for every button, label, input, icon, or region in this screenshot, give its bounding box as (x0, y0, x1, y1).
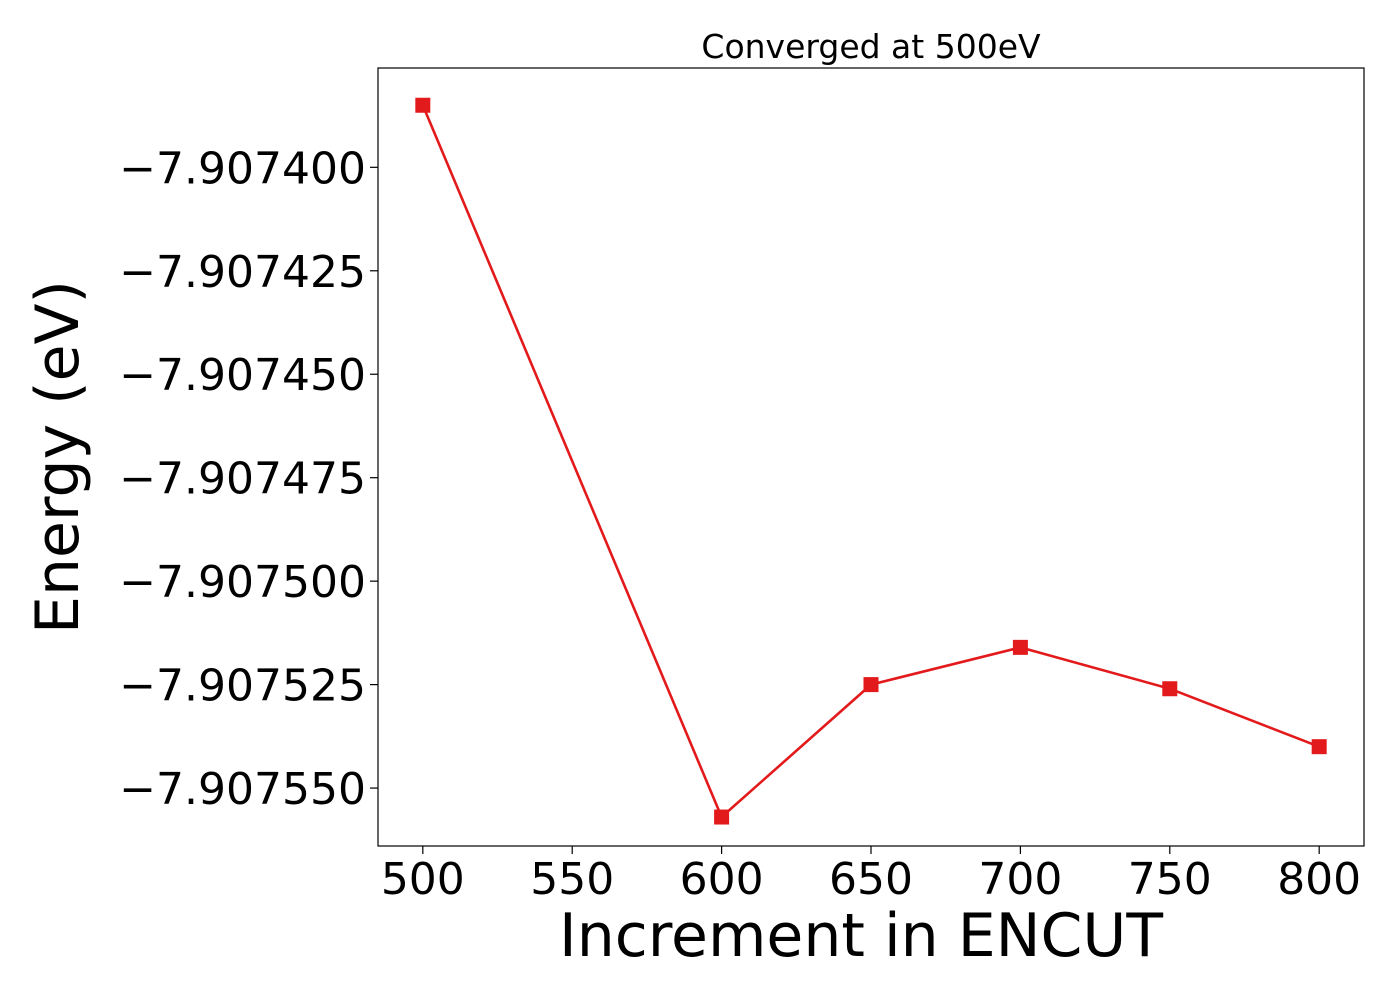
axes-frame (377, 67, 1365, 847)
plot-area: 500 550 600 650 700 750 800 −7.907400 −7.907425 −… (119, 67, 1365, 905)
data-point-marker (1162, 681, 1178, 697)
data-point-marker (1012, 639, 1028, 655)
data-point-marker (863, 677, 879, 693)
x-tick-label: 600 (680, 854, 764, 905)
y-tick-label: −7.907550 (119, 764, 366, 815)
data-point-marker (1311, 739, 1327, 755)
x-tick-label: 700 (978, 854, 1062, 905)
y-tick-label: −7.907450 (119, 350, 366, 401)
x-tick-label: 500 (381, 854, 465, 905)
x-tick-label: 800 (1277, 854, 1361, 905)
y-tick-label: −7.907400 (119, 143, 366, 194)
y-tick-label: −7.907425 (119, 247, 366, 298)
series-line (421, 104, 1320, 819)
x-tick-label: 550 (530, 854, 614, 905)
y-tick-label: −7.907475 (119, 454, 366, 505)
data-point-marker (714, 809, 730, 825)
data-point-marker (415, 97, 431, 113)
chart-title: Converged at 500eV (701, 27, 1041, 66)
x-tick-label: 750 (1128, 854, 1212, 905)
y-axis-label: Energy (eV) (23, 280, 93, 634)
x-axis-label: Increment in ENCUT (559, 901, 1163, 971)
y-tick-label: −7.907525 (119, 661, 366, 712)
y-tick-label: −7.907500 (119, 557, 366, 608)
x-tick-label: 650 (829, 854, 913, 905)
